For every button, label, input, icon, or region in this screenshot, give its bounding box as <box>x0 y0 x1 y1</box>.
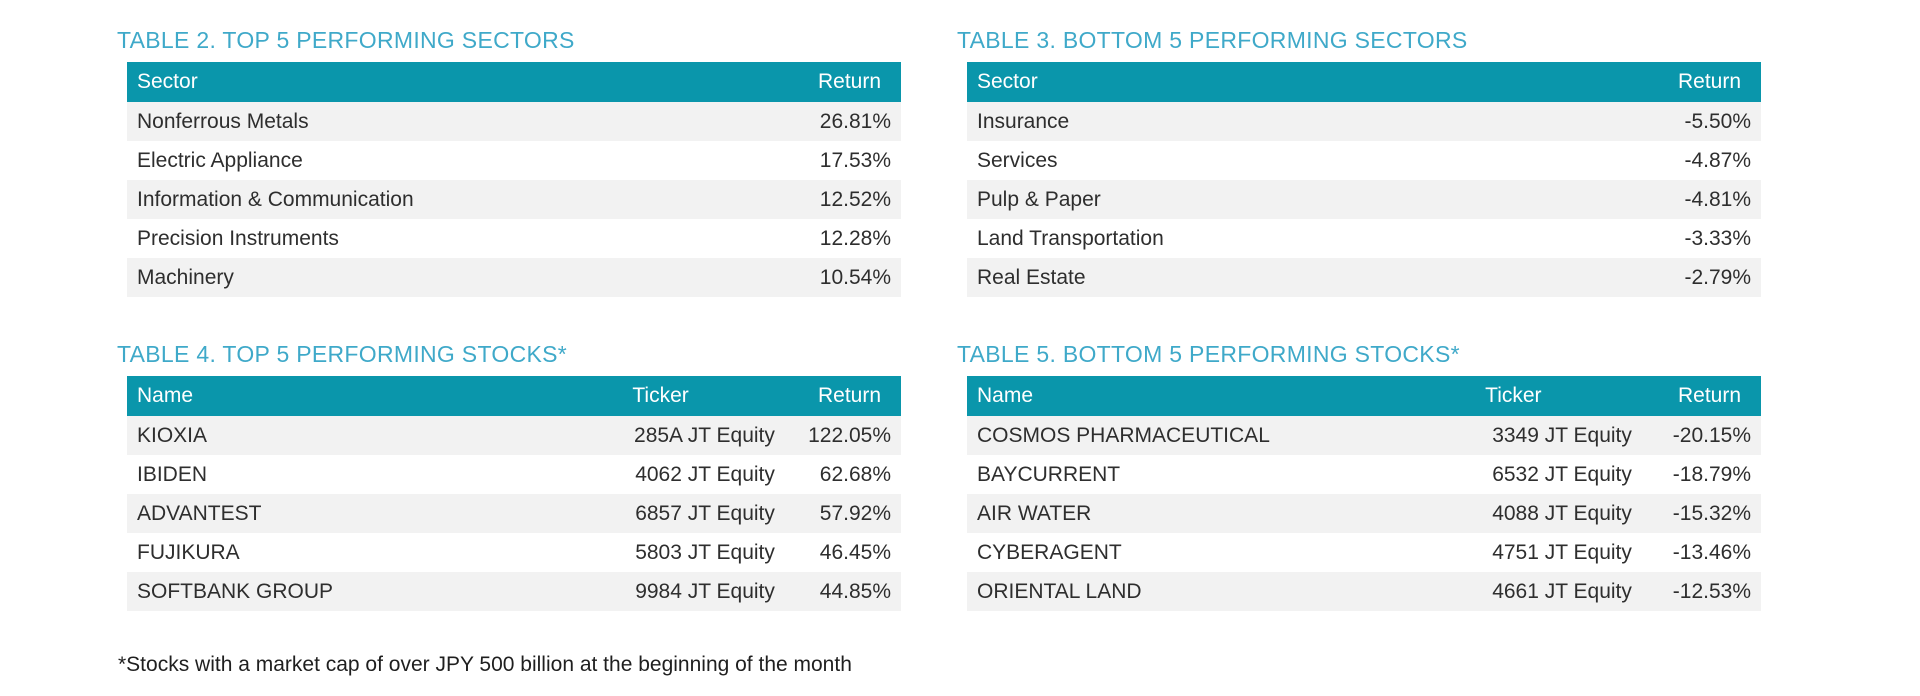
table-row: Machinery 10.54% <box>127 258 901 297</box>
table-row: ADVANTEST 6857 JT Equity 57.92% <box>127 494 901 533</box>
table-cell: -20.15% <box>1641 416 1761 455</box>
footnote: *Stocks with a market cap of over JPY 50… <box>118 653 852 676</box>
table-row: ORIENTAL LAND 4661 JT Equity -12.53% <box>967 572 1761 611</box>
column-header: Return <box>1641 376 1761 416</box>
table-cell: Real Estate <box>967 258 1603 297</box>
table-row: IBIDEN 4062 JT Equity 62.68% <box>127 455 901 494</box>
header-row: Name Ticker Return <box>967 376 1761 416</box>
column-header: Ticker <box>1475 376 1642 416</box>
table-cell: 4062 JT Equity <box>622 455 785 494</box>
data-table: Name Ticker Return KIOXIA 285A JT Equity 122… <box>127 376 901 611</box>
table-cell: -3.33% <box>1602 219 1761 258</box>
table-row: AIR WATER 4088 JT Equity -15.32% <box>967 494 1761 533</box>
table-cell: 4661 JT Equity <box>1475 572 1642 611</box>
table-cell: 12.28% <box>746 219 901 258</box>
table-cell: 26.81% <box>746 102 901 141</box>
table-row: Real Estate -2.79% <box>967 258 1761 297</box>
data-table: Sector Return Nonferrous Metals 26.81% Elec… <box>127 62 901 297</box>
header-row: Sector Return <box>127 62 901 102</box>
column-header: Name <box>127 376 623 416</box>
table-cell: Insurance <box>967 102 1603 141</box>
table-cell: SOFTBANK GROUP <box>127 572 623 611</box>
table-bottom-stocks: TABLE 5. BOTTOM 5 PERFORMING STOCKS* Nam… <box>957 341 1761 611</box>
column-header: Sector <box>127 62 747 102</box>
table-title: TABLE 2. TOP 5 PERFORMING SECTORS <box>117 27 575 53</box>
table-cell: 62.68% <box>784 455 901 494</box>
table-title: TABLE 3. BOTTOM 5 PERFORMING SECTORS <box>957 27 1468 53</box>
data-table: Name Ticker Return COSMOS PHARMACEUTICAL 33… <box>967 376 1761 611</box>
table-cell: Pulp & Paper <box>967 180 1603 219</box>
table-row: Precision Instruments 12.28% <box>127 219 901 258</box>
table-cell: 44.85% <box>784 572 901 611</box>
column-header: Return <box>1602 62 1761 102</box>
table-cell: -18.79% <box>1641 455 1761 494</box>
table-title: TABLE 5. BOTTOM 5 PERFORMING STOCKS* <box>957 341 1460 367</box>
table-cell: Services <box>967 141 1603 180</box>
table-row: Land Transportation -3.33% <box>967 219 1761 258</box>
table-top-sectors: TABLE 2. TOP 5 PERFORMING SECTORS Sector… <box>117 27 901 297</box>
table-row: Nonferrous Metals 26.81% <box>127 102 901 141</box>
column-header: Name <box>967 376 1476 416</box>
table-cell: 17.53% <box>746 141 901 180</box>
table-cell: Electric Appliance <box>127 141 747 180</box>
table-cell: 4088 JT Equity <box>1475 494 1642 533</box>
data-table: Sector Return Insurance -5.50% Services -4.8… <box>967 62 1761 297</box>
table-cell: 6857 JT Equity <box>622 494 785 533</box>
column-header: Return <box>746 62 901 102</box>
table-cell: Nonferrous Metals <box>127 102 747 141</box>
table-cell: -15.32% <box>1641 494 1761 533</box>
table-row: CYBERAGENT 4751 JT Equity -13.46% <box>967 533 1761 572</box>
table-cell: CYBERAGENT <box>967 533 1476 572</box>
table-row: Insurance -5.50% <box>967 102 1761 141</box>
table-cell: 3349 JT Equity <box>1475 416 1642 455</box>
table-cell: IBIDEN <box>127 455 623 494</box>
table-cell: BAYCURRENT <box>967 455 1476 494</box>
table-row: BAYCURRENT 6532 JT Equity -18.79% <box>967 455 1761 494</box>
table-cell: 4751 JT Equity <box>1475 533 1642 572</box>
table-cell: 57.92% <box>784 494 901 533</box>
table-cell: Land Transportation <box>967 219 1603 258</box>
table-cell: 46.45% <box>784 533 901 572</box>
header-row: Name Ticker Return <box>127 376 901 416</box>
table-cell: 12.52% <box>746 180 901 219</box>
table-cell: -13.46% <box>1641 533 1761 572</box>
table-row: FUJIKURA 5803 JT Equity 46.45% <box>127 533 901 572</box>
table-row: Services -4.87% <box>967 141 1761 180</box>
table-cell: ORIENTAL LAND <box>967 572 1476 611</box>
column-header: Sector <box>967 62 1603 102</box>
table-row: COSMOS PHARMACEUTICAL 3349 JT Equity -20.1… <box>967 416 1761 455</box>
table-cell: -2.79% <box>1602 258 1761 297</box>
table-row: SOFTBANK GROUP 9984 JT Equity 44.85% <box>127 572 901 611</box>
column-header: Return <box>784 376 901 416</box>
table-cell: 122.05% <box>784 416 901 455</box>
table-cell: Precision Instruments <box>127 219 747 258</box>
table-cell: -4.81% <box>1602 180 1761 219</box>
table-cell: KIOXIA <box>127 416 623 455</box>
table-cell: FUJIKURA <box>127 533 623 572</box>
table-cell: Information & Communication <box>127 180 747 219</box>
table-cell: Machinery <box>127 258 747 297</box>
table-row: KIOXIA 285A JT Equity 122.05% <box>127 416 901 455</box>
table-cell: -4.87% <box>1602 141 1761 180</box>
table-cell: ADVANTEST <box>127 494 623 533</box>
table-top-stocks: TABLE 4. TOP 5 PERFORMING STOCKS* Name Ti… <box>117 341 901 611</box>
table-cell: -12.53% <box>1641 572 1761 611</box>
table-cell: 285A JT Equity <box>622 416 785 455</box>
table-cell: AIR WATER <box>967 494 1476 533</box>
table-row: Electric Appliance 17.53% <box>127 141 901 180</box>
table-cell: -5.50% <box>1602 102 1761 141</box>
table-cell: 9984 JT Equity <box>622 572 785 611</box>
table-cell: 5803 JT Equity <box>622 533 785 572</box>
table-cell: 10.54% <box>746 258 901 297</box>
header-row: Sector Return <box>967 62 1761 102</box>
column-header: Ticker <box>622 376 785 416</box>
table-cell: 6532 JT Equity <box>1475 455 1642 494</box>
table-row: Pulp & Paper -4.81% <box>967 180 1761 219</box>
table-cell: COSMOS PHARMACEUTICAL <box>967 416 1476 455</box>
table-bottom-sectors: TABLE 3. BOTTOM 5 PERFORMING SECTORS Sec… <box>957 27 1761 297</box>
table-row: Information & Communication 12.52% <box>127 180 901 219</box>
table-title: TABLE 4. TOP 5 PERFORMING STOCKS* <box>117 341 568 367</box>
